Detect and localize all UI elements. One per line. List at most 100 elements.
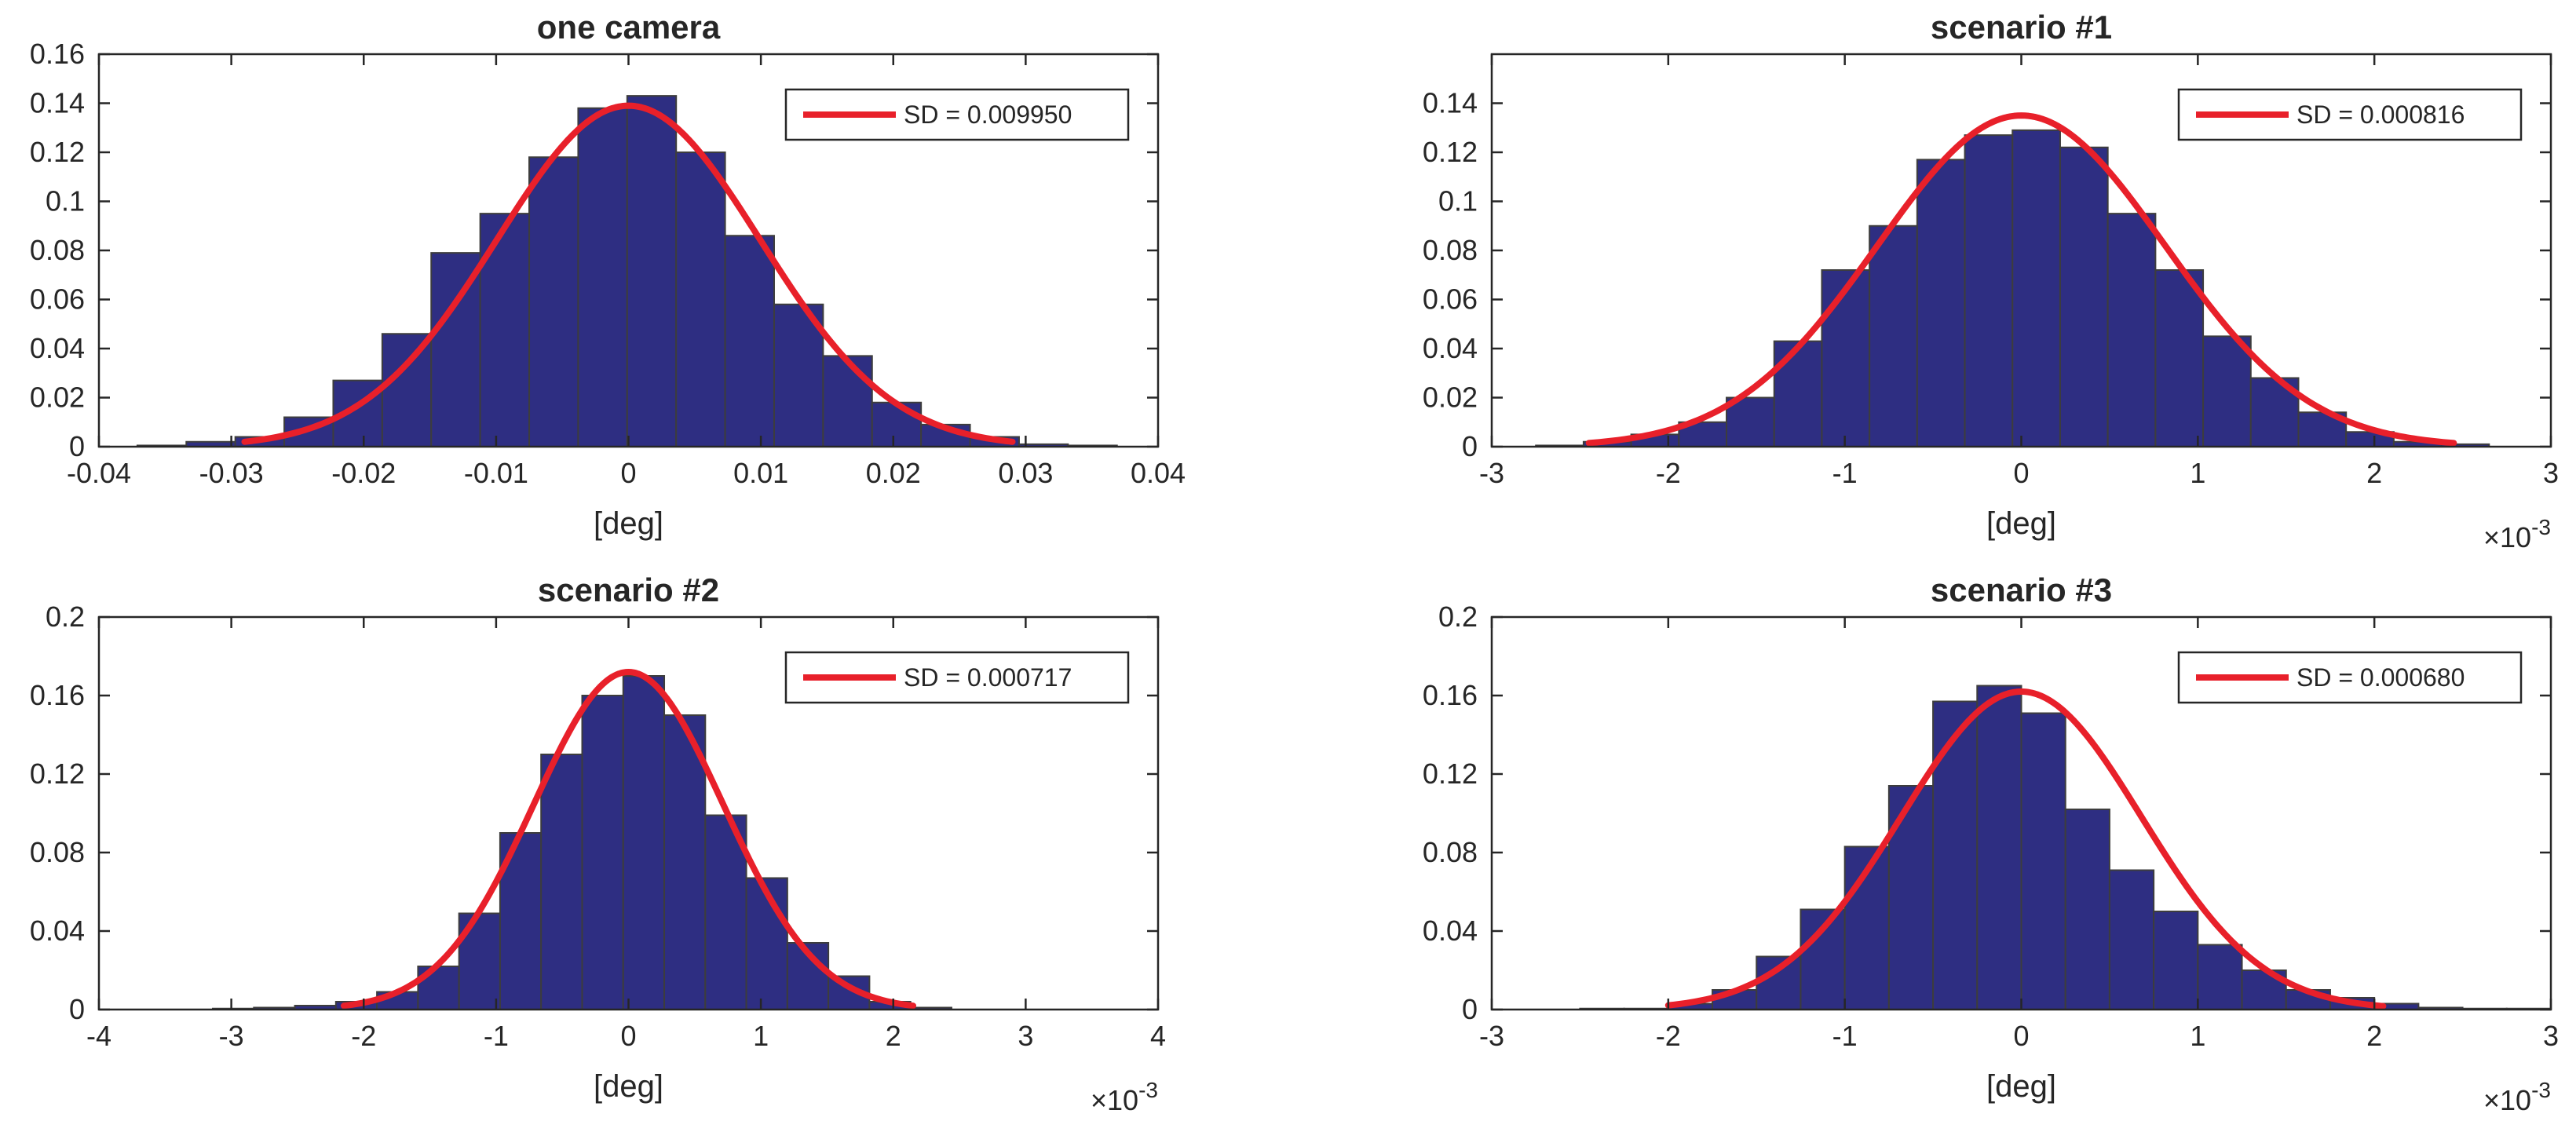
chart-panel-3: -4 -3 -2 -1 0 1 2 3 4 0 0.04 0.08 0.12 0.16 0.2 scenari… [30, 571, 1166, 1116]
x-tick-label: 2 [2366, 1020, 2382, 1052]
histogram-bar [2064, 809, 2110, 1010]
y-tick-label: 0.06 [30, 283, 85, 316]
legend: SD = 0.009950 [784, 88, 1130, 141]
legend-label: SD = 0.000680 [2296, 663, 2465, 692]
x-axis-label: [deg] [594, 1069, 663, 1104]
y-tick-label: 0.06 [1423, 283, 1478, 316]
y-tick-label: 0 [1462, 430, 1478, 462]
chart-title: scenario #1 [1931, 9, 2112, 46]
histogram-bar [626, 95, 678, 447]
x-tick-label: 4 [1150, 1020, 1166, 1052]
x-tick-label: 2 [2366, 457, 2382, 489]
y-tick-label: 0.08 [1423, 836, 1478, 868]
y-tick-label: 0.1 [1438, 185, 1478, 217]
histogram-bar [745, 877, 788, 1010]
y-tick-label: 0.2 [46, 601, 85, 633]
y-tick-label: 0.12 [30, 136, 85, 168]
legend-label: SD = 0.000816 [2296, 100, 2465, 129]
x-axis-exponent: ×10-3 [1091, 1078, 1158, 1116]
histogram-bar [1869, 225, 1918, 447]
legend-label: SD = 0.009950 [904, 100, 1072, 129]
histogram-bar [381, 333, 433, 447]
histogram-bar [430, 252, 481, 447]
histogram-bar [622, 675, 666, 1010]
x-tick-label: -4 [86, 1020, 111, 1052]
y-tick-label: 0.04 [1423, 332, 1478, 364]
y-tick-label: 0.12 [1423, 758, 1478, 790]
x-tick-label: 0.01 [733, 457, 788, 489]
chart-title: scenario #3 [1931, 571, 2112, 608]
histogram-bar [1887, 785, 1935, 1010]
histogram-bars [136, 95, 1118, 447]
x-tick-label: 0.02 [866, 457, 921, 489]
x-tick-label: -3 [219, 1020, 244, 1052]
x-tick-label: 0 [2013, 457, 2029, 489]
x-axis-exponent-value: -3 [1138, 1078, 1158, 1102]
y-tick-label: 0.08 [30, 836, 85, 868]
legend: SD = 0.000717 [784, 651, 1130, 704]
x-axis-exponent: ×10-3 [2483, 515, 2551, 553]
y-tick-label: 0.12 [30, 758, 85, 790]
x-tick-label: -2 [1656, 457, 1681, 489]
legend-label: SD = 0.000717 [904, 663, 1072, 692]
x-tick-label: 2 [886, 1020, 901, 1052]
x-tick-label: 0 [620, 1020, 636, 1052]
chart-panel-2: -3 -2 -1 0 1 2 3 0 0.02 0.04 0.06 0.08 0.1 0.12 0.14 sc… [1423, 9, 2559, 553]
chart-panel-1: -0.04 -0.03 -0.02 -0.01 0 0.01 0.02 0.03 0.04 0 0.… [30, 9, 1186, 541]
y-tick-label: 0.04 [30, 332, 85, 364]
legend: SD = 0.000680 [2177, 651, 2523, 704]
histogram-bar [2059, 146, 2109, 447]
histogram-bar [2202, 335, 2252, 447]
x-tick-label: -2 [351, 1020, 376, 1052]
x-axis-exponent-value: -3 [2531, 515, 2551, 539]
y-tick-label: 0.2 [1438, 601, 1478, 633]
histogram-bar [2197, 944, 2243, 1010]
x-tick-label: 0.03 [998, 457, 1053, 489]
x-tick-label: 1 [2190, 1020, 2205, 1052]
y-tick-label: 0.04 [1423, 915, 1478, 947]
x-tick-label: -1 [1832, 457, 1858, 489]
histogram-bar [675, 152, 726, 447]
x-tick-label: 3 [1018, 1020, 1033, 1052]
x-tick-label: 0 [2013, 1020, 2029, 1052]
histogram-bar [1916, 159, 1966, 447]
x-tick-label: -3 [1479, 457, 1504, 489]
x-tick-label: 3 [2543, 1020, 2559, 1052]
x-tick-label: -0.04 [67, 457, 131, 489]
histogram-bar [1821, 269, 1871, 447]
y-tick-label: 0.16 [30, 38, 85, 70]
y-tick-label: 0.08 [1423, 234, 1478, 266]
x-axis-label: [deg] [1986, 506, 2056, 541]
chart-title: scenario #2 [538, 571, 719, 608]
y-tick-label: 0 [69, 430, 85, 462]
x-tick-label: 3 [2543, 457, 2559, 489]
x-axis-exponent: ×10-3 [2483, 1078, 2551, 1116]
histogram-bar [1773, 340, 1823, 447]
x-axis-label: [deg] [1986, 1069, 2056, 1104]
x-tick-label: -1 [1832, 1020, 1858, 1052]
y-tick-label: 0.14 [30, 87, 85, 119]
histogram-bar [2153, 911, 2199, 1010]
fit-curve [1664, 688, 2387, 1010]
x-tick-label: -0.02 [331, 457, 396, 489]
histogram-bar [1932, 700, 1979, 1010]
fit-curve [340, 669, 917, 1010]
y-tick-label: 0.04 [30, 915, 85, 947]
histogram-bar [724, 235, 775, 447]
x-axis-exponent-value: -3 [2531, 1078, 2551, 1102]
chart-panel-4: -3 -2 -1 0 1 2 3 0 0.04 0.08 0.12 0.16 0.2 scenario #… [1423, 571, 2559, 1116]
y-tick-label: 0.16 [30, 679, 85, 711]
x-tick-label: -1 [484, 1020, 509, 1052]
x-tick-label: -0.03 [199, 457, 264, 489]
histogram-bars [1535, 129, 2490, 447]
y-tick-label: 0.08 [30, 234, 85, 266]
x-tick-label: 1 [753, 1020, 769, 1052]
histogram-bar [1964, 134, 2014, 447]
histogram-bar [540, 754, 583, 1010]
histogram-bar [577, 107, 628, 447]
y-tick-label: 0 [1462, 993, 1478, 1025]
histogram-bar [2106, 213, 2157, 447]
histogram-bar [2154, 269, 2205, 447]
chart-title: one camera [537, 9, 721, 46]
